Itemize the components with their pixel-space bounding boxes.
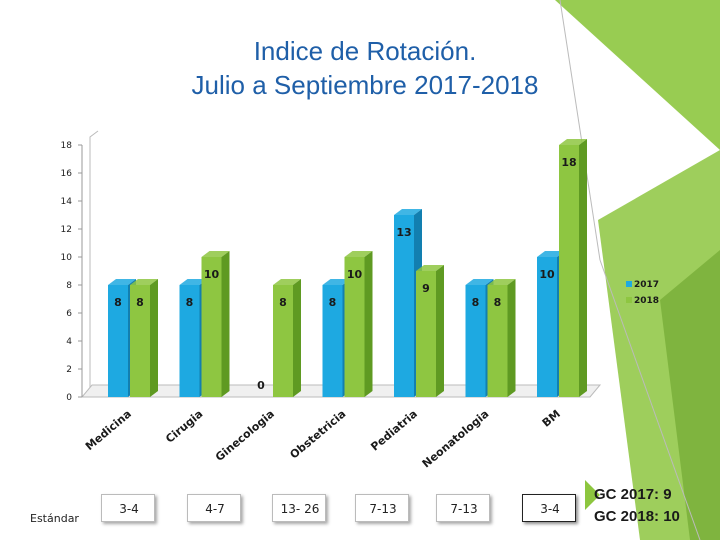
- bar-top-2017: [465, 279, 494, 285]
- bar-top-2017: [537, 251, 565, 257]
- title-line-1: Indice de Rotación.: [253, 36, 477, 66]
- data-label: 8: [279, 296, 287, 309]
- bar-2017: [537, 257, 557, 397]
- data-label: 0: [257, 379, 265, 392]
- data-label: 9: [422, 282, 430, 295]
- bar-2018: [487, 285, 508, 397]
- data-label: 18: [561, 156, 576, 169]
- y-tick-label: 8: [66, 281, 72, 291]
- bar-top-2018: [559, 139, 587, 145]
- bar-side-2018: [150, 279, 158, 397]
- bar-2017: [179, 285, 200, 397]
- x-tick-label: Ginecologia: [213, 407, 277, 464]
- legend-label-2018: 2018: [634, 296, 659, 306]
- x-tick-label: Obstetricia: [287, 407, 348, 461]
- standard-label: Estándar: [30, 512, 79, 525]
- bar-top-2018: [273, 279, 301, 285]
- title-line-2: Julio a Septiembre 2017-2018: [191, 70, 539, 100]
- bar-side-2018: [507, 279, 516, 397]
- bar-2017: [322, 285, 343, 397]
- y-tick-label: 4: [66, 337, 72, 347]
- y-tick-label: 2: [66, 365, 72, 375]
- green-arrow-marker: [585, 480, 600, 510]
- bar-side-2018: [364, 251, 373, 397]
- bar-2018: [559, 145, 579, 397]
- bar-2018: [416, 271, 436, 397]
- bar-2018: [273, 285, 293, 397]
- y-tick-label: 12: [61, 225, 72, 235]
- bar-top-2017: [108, 279, 136, 285]
- y-tick-label: 18: [61, 141, 73, 151]
- gc-2017: GC 2017: 9: [594, 486, 672, 503]
- standard-box-pediatria: 7-13: [436, 494, 490, 522]
- standard-box-medicina: 3-4: [101, 494, 155, 522]
- legend-swatch-2018: [626, 297, 632, 303]
- data-label: 8: [472, 296, 480, 309]
- bar-top-2018: [487, 279, 516, 285]
- bar-top-2018: [201, 251, 230, 257]
- data-label: 10: [204, 268, 220, 281]
- data-label: 10: [347, 268, 363, 281]
- standard-box-neonatologia: 3-4: [522, 494, 576, 522]
- y-tick-label: 14: [61, 197, 73, 207]
- x-tick-label: Neonatologia: [420, 407, 492, 470]
- bar-side-2018: [221, 251, 230, 397]
- bar-top-2018: [344, 251, 373, 257]
- bar-top-2017: [322, 279, 351, 285]
- decor-line: [559, 0, 601, 261]
- bar-top-2017: [394, 209, 422, 215]
- x-tick-label: BM: [540, 407, 563, 429]
- data-label: 8: [329, 296, 337, 309]
- x-tick-label: Medicina: [83, 407, 134, 453]
- data-label: 8: [136, 296, 144, 309]
- data-label: 8: [494, 296, 502, 309]
- standard-box-cirugia: 4-7: [187, 494, 241, 522]
- bar-top-2018: [130, 279, 158, 285]
- x-tick-label: Pediatria: [368, 407, 420, 453]
- green-triangle-top: [555, 0, 720, 150]
- gc-2018: GC 2018: 10: [594, 508, 680, 525]
- bar-2018: [201, 257, 222, 397]
- legend-swatch-2017: [626, 281, 632, 287]
- bar-top-2018: [416, 265, 444, 271]
- bar-2018: [344, 257, 365, 397]
- y-tick-label: 6: [66, 309, 72, 319]
- bar-top-2017: [179, 279, 208, 285]
- bar-side-2018: [436, 265, 444, 397]
- standard-box-ginecologia: 13- 26: [272, 494, 326, 522]
- decor-line: [599, 259, 701, 540]
- y-tick-label: 16: [61, 169, 73, 179]
- bar-2017: [108, 285, 128, 397]
- y-tick-label: 10: [61, 253, 73, 263]
- data-label: 13: [396, 226, 411, 239]
- legend-label-2017: 2017: [634, 280, 659, 290]
- bar-2017: [394, 215, 414, 397]
- data-label: 8: [186, 296, 194, 309]
- bar-2017: [465, 285, 486, 397]
- bar-side-2018: [293, 279, 301, 397]
- bar-side-2018: [579, 139, 587, 397]
- bar-2018: [130, 285, 150, 397]
- standard-box-obstetricia: 7-13: [355, 494, 409, 522]
- x-tick-label: Cirugia: [163, 407, 205, 445]
- y-tick-label: 0: [66, 393, 72, 403]
- chart-title: Indice de Rotación. Julio a Septiembre 2…: [110, 34, 620, 102]
- data-label: 10: [539, 268, 555, 281]
- data-label: 8: [114, 296, 122, 309]
- chart-back-wall: [89, 130, 99, 397]
- green-panel-shade: [660, 250, 720, 540]
